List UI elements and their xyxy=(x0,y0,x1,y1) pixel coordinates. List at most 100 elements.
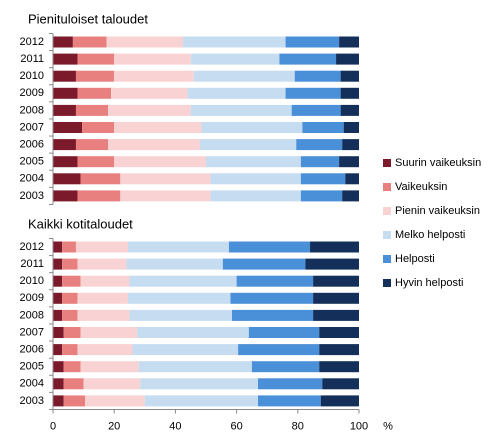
bar-segment xyxy=(53,53,78,65)
bar-segment xyxy=(190,104,292,116)
bar-segment xyxy=(187,87,286,99)
bar-segment xyxy=(342,190,359,202)
legend-swatch xyxy=(383,207,391,215)
bar-segment xyxy=(127,241,229,253)
bar-segment xyxy=(82,122,115,133)
bar-segment xyxy=(75,70,115,82)
y-tick-label: 2011 xyxy=(20,53,44,65)
y-tick-label: 2009 xyxy=(20,292,44,304)
bar-segment xyxy=(345,173,359,185)
bar-segment xyxy=(296,139,343,151)
y-tick-label: 2006 xyxy=(20,139,44,151)
bar-segment xyxy=(300,173,346,185)
bar-segment xyxy=(183,36,286,48)
bar-segment xyxy=(77,87,112,99)
bar-segment xyxy=(62,258,78,270)
bar-segment xyxy=(53,309,63,321)
y-tick-label: 2005 xyxy=(20,156,44,168)
bar-segment xyxy=(53,344,63,356)
legend-swatch xyxy=(383,279,391,287)
x-tick-label: 20 xyxy=(108,420,120,432)
bar-segment xyxy=(63,361,81,373)
y-tick-label: 2003 xyxy=(20,190,44,202)
bar-segment xyxy=(129,309,233,321)
y-tick-label: 2008 xyxy=(20,309,44,321)
bar-segment xyxy=(77,344,133,356)
bar-segment xyxy=(62,292,78,304)
bar-segment xyxy=(77,258,127,270)
bar-segment xyxy=(114,122,202,133)
bar-segment xyxy=(53,87,78,99)
bar-segment xyxy=(53,275,63,287)
y-tick-label: 2012 xyxy=(20,36,44,48)
bar-segment xyxy=(140,378,259,390)
bar-segment xyxy=(313,292,359,304)
y-tick-label: 2006 xyxy=(20,344,44,356)
y-tick-label: 2007 xyxy=(20,121,44,133)
bar-segment xyxy=(114,53,191,65)
bar-segment xyxy=(319,327,359,338)
bar-segment xyxy=(53,70,76,82)
legend-swatch xyxy=(383,183,391,191)
bar-segment xyxy=(75,139,109,151)
bar-segment xyxy=(320,395,359,407)
bar-segment xyxy=(127,292,231,304)
legend-label: Suurin vaikeuksin xyxy=(395,157,481,169)
y-tick-label: 2010 xyxy=(20,275,44,287)
bar-segment xyxy=(53,173,81,185)
bar-segment xyxy=(340,87,359,99)
x-tick-label: 0 xyxy=(50,420,56,432)
bar-segment xyxy=(63,378,84,390)
x-tick-label: 60 xyxy=(230,420,242,432)
bar-segment xyxy=(144,395,259,407)
bar-segment xyxy=(80,173,121,185)
bar-segment xyxy=(137,327,249,338)
bar-segment xyxy=(80,327,138,338)
bar-segment xyxy=(210,173,301,185)
x-axis-label: % xyxy=(383,420,393,432)
bar-segment xyxy=(120,190,211,202)
bar-segment xyxy=(258,395,321,407)
x-tick-label: 80 xyxy=(292,420,304,432)
bar-segment xyxy=(322,378,359,390)
bar-segment xyxy=(62,344,78,356)
bar-segment xyxy=(77,309,130,321)
bar-segment xyxy=(291,104,341,116)
bar-segment xyxy=(258,378,323,390)
bar-segment xyxy=(77,292,128,304)
bar-segment xyxy=(80,361,139,373)
bar-segment xyxy=(106,36,184,48)
bar-segment xyxy=(294,70,341,82)
bar-segment xyxy=(77,53,115,65)
bar-segment xyxy=(83,378,141,390)
bar-segment xyxy=(53,361,64,373)
chart-title: Kaikki kotitaloudet xyxy=(28,216,133,231)
bar-segment xyxy=(230,292,314,304)
legend-swatch xyxy=(383,231,391,239)
bar-segment xyxy=(232,309,314,321)
legend-label: Pienin vaikeuksin xyxy=(395,205,480,217)
bar-segment xyxy=(248,327,320,338)
bar-segment xyxy=(75,104,109,116)
x-tick-label: 100 xyxy=(350,420,368,432)
bar-segment xyxy=(129,275,237,287)
y-tick-label: 2008 xyxy=(20,104,44,116)
bar-segment xyxy=(138,361,252,373)
bar-segment xyxy=(236,275,314,287)
bar-segment xyxy=(53,292,63,304)
x-tick-label: 40 xyxy=(169,420,181,432)
bar-segment xyxy=(120,173,211,185)
bar-segment xyxy=(319,361,359,373)
chart-title: Pienituloiset taloudet xyxy=(28,11,148,26)
bar-segment xyxy=(305,258,359,270)
bar-segment xyxy=(313,275,359,287)
bar-segment xyxy=(199,139,297,151)
bar-segment xyxy=(75,241,128,253)
bar-segment xyxy=(114,70,194,82)
bar-segment xyxy=(206,156,301,168)
bar-segment xyxy=(80,275,130,287)
y-tick-label: 2010 xyxy=(20,70,44,82)
bar-segment xyxy=(62,309,78,321)
bar-segment xyxy=(126,258,223,270)
legend-label: Helposti xyxy=(395,253,435,265)
